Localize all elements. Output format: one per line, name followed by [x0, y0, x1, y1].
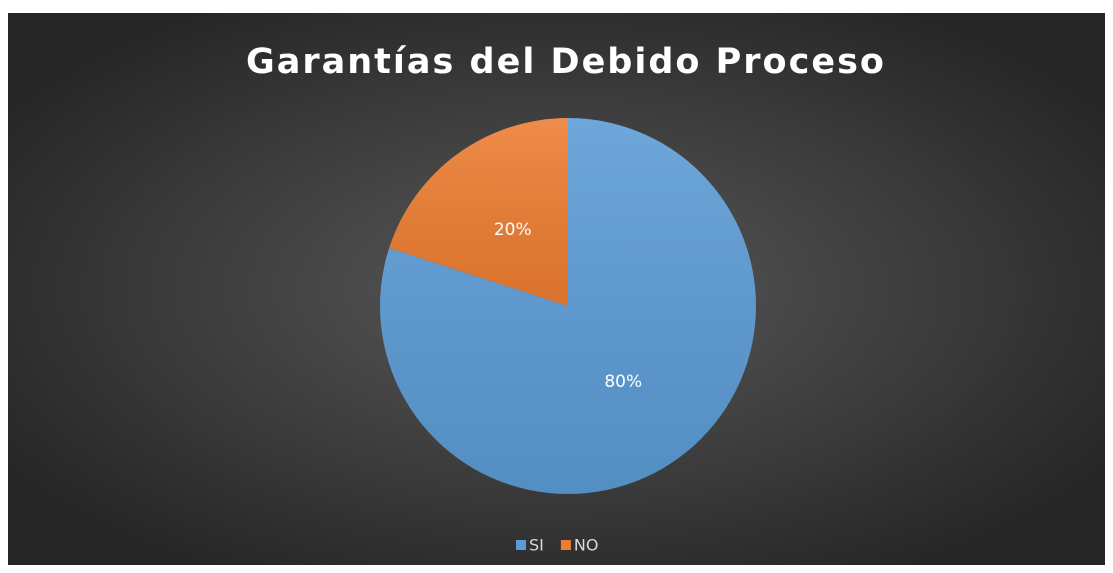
- legend-label: NO: [574, 536, 599, 555]
- slice-shade: [389, 118, 568, 306]
- data-label: 20%: [494, 220, 532, 240]
- legend-label: SI: [529, 536, 544, 555]
- data-label: 80%: [604, 372, 642, 392]
- legend-swatch: [560, 540, 571, 550]
- legend-swatch: [516, 540, 526, 550]
- chart-title: Garantías del Debido Proceso: [246, 42, 886, 82]
